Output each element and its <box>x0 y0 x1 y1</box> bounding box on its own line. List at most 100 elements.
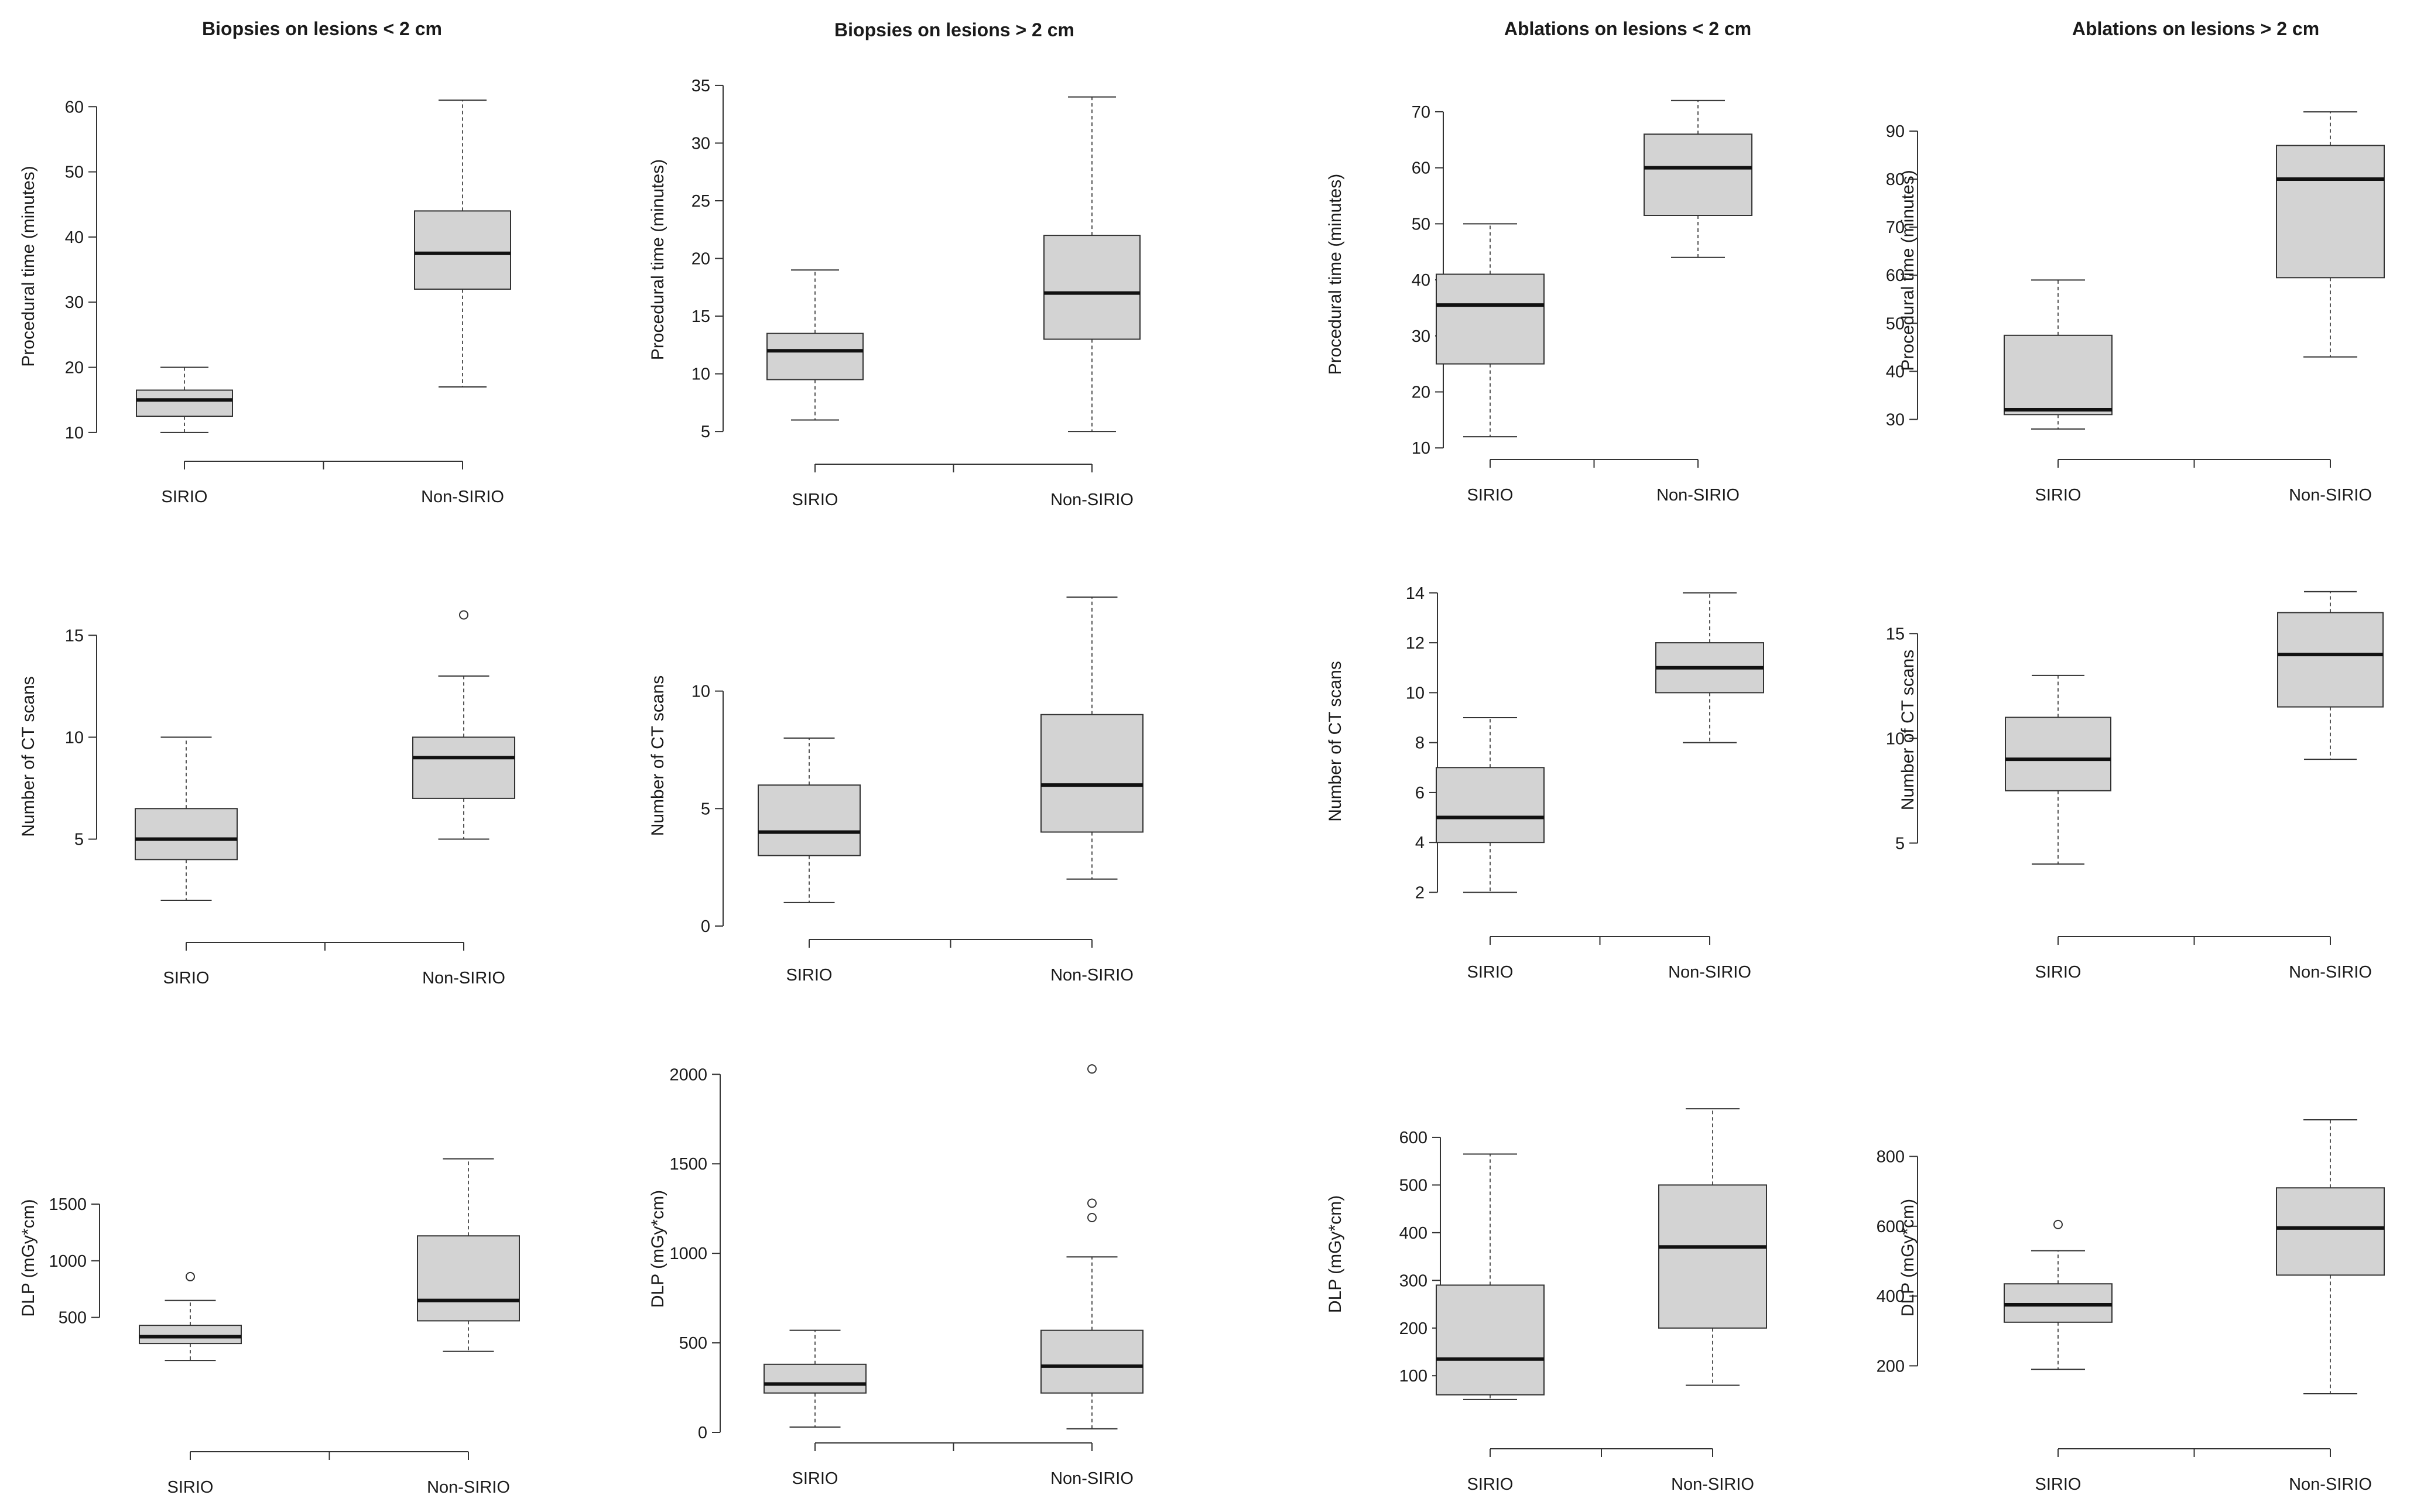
y-tick-label: 500 <box>1399 1176 1427 1195</box>
category-label-sirio: SIRIO <box>2035 486 2082 505</box>
column-title-biopsies-large: Biopsies on lesions > 2 cm <box>834 19 1074 40</box>
y-tick-label: 50 <box>1412 215 1430 234</box>
y-axis-title: DLP (mGy*cm) <box>648 1190 667 1308</box>
iqr-box <box>1436 273 1545 365</box>
y-tick-label: 14 <box>1406 584 1425 603</box>
y-tick-label: 40 <box>1886 362 1905 381</box>
y-tick-label: 50 <box>65 163 84 182</box>
box-sirio <box>1436 223 1545 438</box>
y-tick-label: 10 <box>691 683 710 701</box>
y-tick-label: 400 <box>1877 1287 1905 1306</box>
category-label-sirio: SIRIO <box>162 488 208 506</box>
y-tick-label: 30 <box>691 134 710 153</box>
y-tick-label: 4 <box>1415 834 1425 852</box>
iqr-box <box>758 784 861 856</box>
chart-panel-9: 500 1000 1500 DLP (mGy*cm) SIRIO Non-SIRIO <box>19 1158 520 1497</box>
y-tick-label: 100 <box>1399 1367 1427 1386</box>
y-axis-title: Number of CT scans <box>1898 650 1918 811</box>
iqr-box <box>1436 767 1545 844</box>
chart-panel-8: 5 10 15 Number of CT scans SIRIO Non-SIRIO <box>1886 591 2384 982</box>
y-tick-label: 20 <box>65 359 84 378</box>
chart-panel-11: 100 200 300 400 500 600 DLP (mGy*cm) SIRIO Non-S… <box>1326 1108 1767 1494</box>
y-axis-title: DLP (mGy*cm) <box>1326 1195 1345 1313</box>
chart-panel-2: 5 10 15 20 25 30 35 Procedural time (minutes) SI… <box>648 77 1141 509</box>
y-tick-label: 0 <box>701 917 710 936</box>
y-tick-label: 1000 <box>669 1244 707 1263</box>
y-tick-label: 10 <box>65 728 84 747</box>
y-axis-title: Procedural time (minutes) <box>648 159 667 360</box>
iqr-box <box>1658 1184 1767 1329</box>
category-label-sirio: SIRIO <box>163 969 210 988</box>
y-axis-title: Procedural time (minutes) <box>1326 174 1345 375</box>
y-axis-title: Number of CT scans <box>1326 661 1345 822</box>
box-non-sirio <box>1658 1108 1767 1386</box>
iqr-box <box>1043 235 1141 340</box>
category-label-non-sirio: Non-SIRIO <box>2289 486 2372 505</box>
category-label-sirio: SIRIO <box>1467 486 1514 505</box>
iqr-box <box>136 389 233 417</box>
chart-panel-4: 30 40 50 60 70 80 90 Procedural time (minutes) S… <box>1886 111 2385 505</box>
y-tick-label: 60 <box>1886 266 1905 285</box>
y-tick-label: 1500 <box>49 1195 87 1214</box>
iqr-box <box>2276 145 2385 279</box>
category-label-non-sirio: Non-SIRIO <box>427 1478 510 1497</box>
box-sirio <box>1436 716 1545 893</box>
outlier-point <box>1087 1198 1097 1208</box>
category-label-non-sirio: Non-SIRIO <box>1671 1475 1754 1494</box>
category-label-non-sirio: Non-SIRIO <box>422 969 505 988</box>
y-tick-label: 30 <box>1886 410 1905 429</box>
y-tick-label: 25 <box>691 192 710 211</box>
box-non-sirio <box>1644 100 1752 258</box>
iqr-box <box>2005 716 2111 791</box>
iqr-box <box>2277 612 2384 708</box>
chart-panel-1: 10 20 30 40 50 60 Procedural time (minutes) SIR… <box>19 98 511 506</box>
category-label-sirio: SIRIO <box>792 1469 838 1488</box>
category-label-non-sirio: Non-SIRIO <box>2289 963 2372 982</box>
y-tick-label: 600 <box>1399 1129 1427 1147</box>
y-tick-label: 400 <box>1399 1224 1427 1243</box>
box-sirio <box>2005 674 2111 865</box>
y-tick-label: 6 <box>1415 784 1425 803</box>
box-sirio <box>139 1271 242 1362</box>
box-non-sirio <box>1040 1064 1144 1429</box>
category-label-non-sirio: Non-SIRIO <box>1050 966 1134 985</box>
category-label-sirio: SIRIO <box>167 1478 214 1497</box>
y-tick-label: 0 <box>698 1424 707 1442</box>
y-tick-label: 10 <box>65 424 84 443</box>
y-tick-label: 60 <box>65 98 84 116</box>
y-tick-label: 70 <box>1886 218 1905 237</box>
y-tick-label: 5 <box>701 800 710 818</box>
category-label-sirio: SIRIO <box>786 966 833 985</box>
box-sirio <box>136 366 233 433</box>
iqr-box <box>1040 1329 1144 1394</box>
iqr-box <box>2004 334 2113 416</box>
box-non-sirio <box>2276 1119 2385 1395</box>
chart-panel-3: 10 20 30 40 50 60 70 Procedural time (minutes) S… <box>1326 100 1752 505</box>
y-axis-title: Procedural time (minutes) <box>19 166 38 366</box>
y-tick-label: 90 <box>1886 122 1905 141</box>
y-tick-label: 5 <box>74 831 84 849</box>
y-tick-label: 300 <box>1399 1271 1427 1290</box>
iqr-box <box>1644 133 1752 216</box>
y-axis-title: DLP (mGy*cm) <box>19 1199 38 1316</box>
box-non-sirio <box>412 610 515 840</box>
y-tick-label: 40 <box>65 228 84 247</box>
y-axis-title: Number of CT scans <box>19 676 38 837</box>
y-tick-label: 80 <box>1886 170 1905 189</box>
y-tick-label: 5 <box>701 423 710 441</box>
y-tick-label: 12 <box>1406 634 1425 653</box>
box-non-sirio <box>1043 96 1141 433</box>
outlier-point <box>2053 1219 2063 1229</box>
iqr-box <box>764 1363 867 1394</box>
category-label-sirio: SIRIO <box>2035 1475 2082 1494</box>
column-title-ablations-small: Ablations on lesions < 2 cm <box>1504 18 1751 39</box>
category-label-non-sirio: Non-SIRIO <box>1050 1469 1134 1488</box>
box-sirio <box>758 737 861 903</box>
column-title-biopsies-small: Biopsies on lesions < 2 cm <box>202 18 442 39</box>
category-label-non-sirio: Non-SIRIO <box>1668 963 1751 982</box>
category-label-non-sirio: Non-SIRIO <box>1050 491 1134 509</box>
y-tick-label: 50 <box>1886 314 1905 333</box>
y-axis-title: DLP (mGy*cm) <box>1898 1199 1918 1316</box>
category-label-non-sirio: Non-SIRIO <box>2289 1475 2372 1494</box>
box-sirio <box>2004 279 2113 430</box>
